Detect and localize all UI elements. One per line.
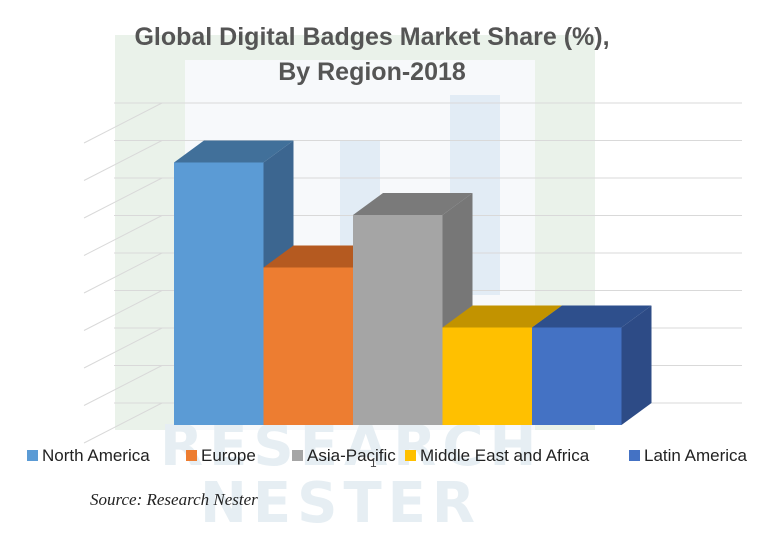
legend-swatch (186, 450, 197, 461)
bar-side (621, 305, 652, 425)
chart-title-line-2: By Region-2018 (278, 58, 466, 86)
chart-title-line-1: Global Digital Badges Market Share (%), (134, 23, 609, 51)
bar-front (174, 162, 264, 425)
gridline-diagonal (83, 140, 163, 181)
chart-title: Global Digital Badges Market Share (%), … (134, 23, 609, 86)
bar-front (263, 267, 353, 425)
bar-latin-america (532, 305, 652, 425)
bar-top (442, 305, 562, 328)
gridline-diagonal (83, 102, 163, 144)
legend-label: Middle East and Africa (420, 446, 590, 465)
bar-top (353, 193, 473, 215)
source-note: Source: Research Nester (90, 490, 258, 509)
bars (174, 140, 652, 425)
legend-label: Latin America (644, 446, 748, 465)
gridline-diagonal (83, 327, 163, 369)
gridline-diagonal (83, 177, 163, 219)
gridline-diagonal (83, 402, 163, 444)
legend-swatch (292, 450, 303, 461)
legend-swatch (629, 450, 640, 461)
legend-label: Europe (201, 446, 256, 465)
bar-front (532, 327, 622, 425)
gridline-diagonal (83, 365, 163, 406)
axis-mark: 1 (370, 456, 377, 470)
gridline-diagonal (83, 252, 163, 294)
bar-front (353, 215, 443, 425)
bar-top (532, 305, 652, 328)
legend-swatch (405, 450, 416, 461)
legend: North America Europe Asia-Pacific Middle Ea… (27, 446, 748, 465)
gridline-diagonal (83, 215, 163, 256)
legend-label: Asia-Pacific (307, 446, 396, 465)
gridline-diagonal (83, 290, 163, 331)
bar-asia-pacific (353, 193, 473, 425)
watermark-line-2: NESTER (200, 471, 481, 536)
legend-label: North America (42, 446, 150, 465)
bar-front (442, 327, 532, 425)
legend-swatch (27, 450, 38, 461)
bar-top (174, 140, 294, 163)
